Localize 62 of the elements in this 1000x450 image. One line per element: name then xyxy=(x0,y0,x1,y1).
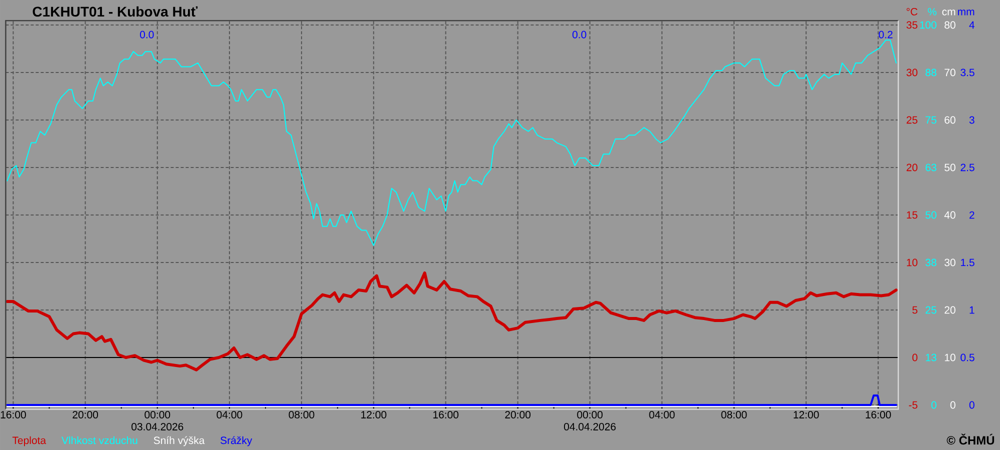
y2-tick-label: 25 xyxy=(926,306,936,314)
y-tick-label: 15 xyxy=(906,211,918,219)
y-tick-label: 4 xyxy=(969,21,975,29)
x-tick-label: 16:00 xyxy=(433,410,458,418)
x-tick-label: 20:00 xyxy=(72,410,98,418)
y2-axis-title: % xyxy=(928,8,936,16)
y-tick-label: 1.5 xyxy=(961,258,974,266)
x-tick-label: 04:00 xyxy=(216,410,242,418)
y-tick-label: 20 xyxy=(906,164,918,172)
x-tick-label: 04:00 xyxy=(649,410,675,418)
x-tick-label: 00:00 04.04.2026 xyxy=(564,410,616,430)
y-axis-title: mm xyxy=(958,10,974,16)
x-tick-label: 12:00 xyxy=(794,410,819,418)
y2-tick-label: 13 xyxy=(926,354,936,362)
y3-tick-label: 80 xyxy=(944,21,956,29)
y2-tick-label: 63 xyxy=(926,164,936,172)
x-tick-label: 08:00 xyxy=(288,410,314,418)
y3-tick-label: 0 xyxy=(950,401,956,409)
y-tick-label: 25 xyxy=(906,116,918,124)
y3-tick-label: 50 xyxy=(944,164,956,172)
x-tick-label: 00:00 03.04.2026 xyxy=(132,410,184,430)
y-tick-label: 5 xyxy=(912,306,918,314)
text: © ČHMÚ xyxy=(946,434,994,445)
y-tick-label: 0.5 xyxy=(960,354,974,362)
y-tick-label: 0 xyxy=(912,354,918,362)
text: Teplota xyxy=(12,436,46,446)
y3-tick-label: 30 xyxy=(944,258,956,266)
y-tick-label: 3 xyxy=(969,116,974,124)
y-tick-label: 1 xyxy=(970,306,974,314)
x-tick-label: 20:00 xyxy=(505,410,530,418)
y3-tick-label: 10 xyxy=(944,354,956,362)
x-tick-label: 16:00 xyxy=(866,410,891,418)
chart-title: C1KHUT01 - Kubova Huť xyxy=(32,6,198,17)
y-tick-label: 35 xyxy=(906,21,918,29)
y3-tick-label: 70 xyxy=(944,68,956,76)
y-tick-label: 3.5 xyxy=(960,68,974,76)
y-tick-label: 0 xyxy=(969,401,974,409)
y2-tick-label: 88 xyxy=(926,68,936,76)
x-tick-label: 12:00 xyxy=(361,410,386,418)
y2-tick-label: 75 xyxy=(926,116,936,124)
y-axis-title: °C xyxy=(906,8,918,16)
y3-tick-label: 20 xyxy=(944,306,956,314)
y2-tick-label: 0 xyxy=(931,401,936,409)
y3-tick-label: 60 xyxy=(944,116,956,124)
y2-tick-label: 50 xyxy=(926,211,936,219)
y-tick-label: 2 xyxy=(970,211,974,219)
y3-tick-label: 40 xyxy=(944,211,956,219)
annotation: 0.2 xyxy=(878,30,892,38)
y-tick-label: -5 xyxy=(908,401,918,409)
annotation: 0.0 xyxy=(572,30,586,38)
y-tick-label: 10 xyxy=(906,258,918,266)
x-tick-label: 08:00 xyxy=(721,410,747,418)
y2-tick-label: 38 xyxy=(926,258,936,266)
text: Srážky xyxy=(220,436,252,446)
y2-tick-label: 100 xyxy=(920,21,936,29)
y-tick-label: 2.5 xyxy=(960,164,974,172)
y-tick-label: 30 xyxy=(906,68,918,76)
text: Vlhkost vzduchu xyxy=(62,436,138,444)
y3-axis-title: cm xyxy=(942,10,956,16)
x-tick-label: 16:00 xyxy=(0,410,26,418)
text: Sníh výška xyxy=(154,436,205,446)
annotation: 0.0 xyxy=(140,30,154,38)
